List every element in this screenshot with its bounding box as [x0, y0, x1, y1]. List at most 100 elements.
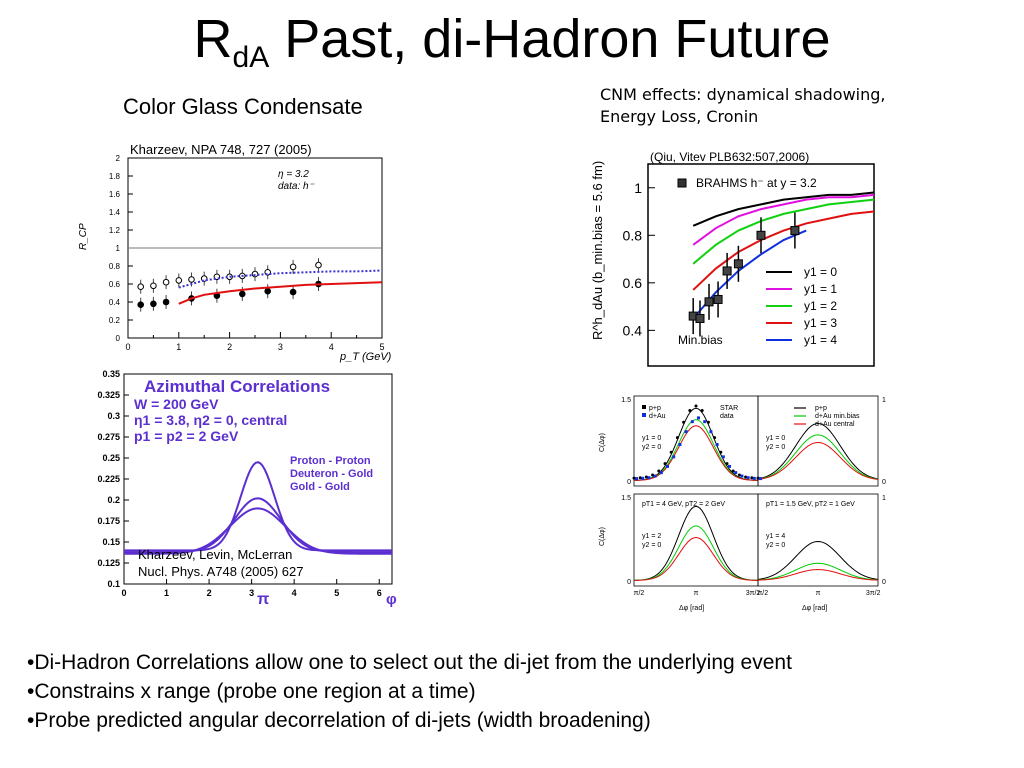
star-point-pp: [638, 476, 642, 480]
rcp-series: [137, 258, 383, 312]
star-point-dau: [728, 464, 731, 468]
star-ylabel-top: C(Δφ): [599, 433, 606, 452]
rdau-ylabel: R^h_dAu (b_min.bias = 5.6 fm): [590, 161, 605, 340]
star-point-dau: [647, 476, 651, 480]
star-legend-label: d+Au: [649, 413, 666, 420]
star-point-dau: [653, 474, 657, 478]
star-ytick-label: 1.5: [621, 397, 631, 404]
star-note: STAR: [720, 405, 738, 412]
cnm-caption: CNM effects: dynamical shadowing, Energy…: [600, 84, 886, 128]
star-point-dau: [740, 474, 744, 478]
star-frame: [757, 395, 879, 487]
star-point-pp: [737, 473, 741, 477]
rcp-xtick-label: 5: [379, 342, 384, 352]
azimuthal-title: Azimuthal Correlations: [144, 377, 330, 396]
star-legend-label: d+Au min.bias: [815, 413, 860, 420]
azimuthal-phi-label: φ: [386, 591, 397, 608]
star-point-pp: [719, 450, 723, 454]
az-ytick-label: 0.15: [102, 537, 120, 547]
cite-kharzeev: Kharzeev, NPA 748, 727 (2005): [130, 142, 312, 157]
star-point-pp: [706, 420, 710, 424]
rdau-curve: [692, 229, 807, 320]
star-point-dau: [659, 471, 663, 475]
title-r: R: [193, 9, 233, 69]
star-xtick-label: 3π/2: [866, 590, 881, 597]
title-rest: Past, di-Hadron Future: [269, 9, 831, 69]
rcp-point: [188, 276, 195, 283]
azimuthal-param-eta: η1 = 3.8, η2 = 0, central: [134, 412, 287, 428]
star-header: pT1 = 1.5 GeV, pT2 = 1 GeV: [766, 501, 855, 508]
star-legend-label: p+p: [649, 405, 661, 412]
cite-klm-line1: Kharzeev, Levin, McLerran: [138, 547, 293, 562]
star-y1-label: y1 = 4: [766, 533, 785, 540]
bullet-list: •Di-Hadron Correlations allow one to sel…: [27, 648, 792, 735]
az-ytick-label: 0.1: [107, 579, 120, 589]
rcp-point: [162, 298, 170, 306]
rdau-point: [756, 230, 766, 240]
legend-gold-gold: Gold - Gold: [290, 481, 350, 493]
star-y2-label: y2 = 0: [642, 444, 661, 451]
rdau-legend-marker: [677, 178, 687, 188]
legend-proton-proton: Proton - Proton: [290, 455, 371, 467]
star-legend-marker: [642, 413, 646, 417]
rdau-ytick-label: 0.6: [623, 275, 643, 291]
star-ytick-label: 0: [627, 479, 631, 486]
rcp-point: [137, 283, 144, 290]
rdau-legend-label: y1 = 4: [804, 333, 837, 347]
cite-klm: Kharzeev, Levin, McLerran Nucl. Phys. A7…: [138, 546, 304, 580]
rcp-xtick-label: 0: [125, 342, 130, 352]
star-point-pp: [682, 420, 686, 424]
star-point-pp: [632, 476, 636, 480]
rdau-minbias-label: Min.bias: [678, 333, 723, 347]
star-point-dau: [690, 420, 694, 424]
rdau-point: [790, 226, 800, 236]
rdau-point: [695, 313, 705, 323]
az-ytick-label: 0.225: [97, 474, 120, 484]
az-xtick-label: 3: [249, 588, 254, 598]
star-point-dau: [703, 420, 707, 424]
star-xlabel-left: Δφ [rad]: [679, 605, 704, 612]
rdau-legend-label: y1 = 2: [804, 299, 837, 313]
star-point-dau: [715, 443, 719, 447]
star-xtick-label: π: [816, 590, 821, 597]
star-header: pT1 = 4 GeV, pT2 = 2 GeV: [642, 501, 725, 508]
rcp-point: [162, 278, 170, 286]
star-ytick-label: 0: [882, 579, 886, 586]
star-point-dau: [746, 476, 750, 480]
star-point-pp: [688, 408, 692, 412]
star-ytick-label: 0: [882, 479, 886, 486]
az-ytick-label: 0.2: [107, 495, 120, 505]
star-point-dau: [759, 477, 762, 481]
rcp-point: [150, 300, 157, 308]
star-y1-label: y1 = 2: [642, 533, 661, 540]
bullet-item: •Probe predicted angular decorrelation o…: [27, 709, 651, 732]
az-ytick-label: 0.175: [97, 516, 120, 526]
star-point-dau: [641, 476, 645, 480]
star-point-pp: [756, 476, 760, 480]
rcp-xlabel: p_T (GeV): [339, 351, 392, 363]
cnm-caption-line1: CNM effects: dynamical shadowing,: [600, 85, 886, 104]
azimuthal-pi-label: π: [257, 591, 269, 608]
star-curve: [757, 540, 879, 580]
rdau-ytick-label: 0.8: [623, 227, 643, 243]
azimuthal-param-p: p1 = p2 = 2 GeV: [134, 428, 239, 444]
star-point-pp: [663, 462, 667, 466]
rcp-xtick-label: 1: [176, 342, 181, 352]
rdau-series: [688, 191, 875, 337]
cgc-subtitle: Color Glass Condensate: [123, 94, 363, 119]
star-curve: [757, 569, 879, 581]
rcp-point: [239, 290, 246, 298]
rcp-ytick-label: 0.4: [109, 298, 121, 307]
star-point-dau: [697, 416, 700, 420]
az-xtick-label: 4: [292, 588, 297, 598]
rdau-point: [722, 266, 732, 276]
star-point-dau: [666, 464, 669, 468]
star-point-pp: [651, 473, 655, 477]
rcp-eta-label: η = 3.2: [278, 169, 309, 180]
rdau-legend-label: y1 = 1: [804, 282, 837, 296]
rcp-ytick-label: 0.8: [109, 262, 121, 271]
az-ytick-label: 0.125: [97, 558, 120, 568]
rdau-curve: [692, 198, 875, 265]
rdau-legend-label: y1 = 0: [804, 265, 837, 279]
star-curve: [633, 537, 759, 581]
